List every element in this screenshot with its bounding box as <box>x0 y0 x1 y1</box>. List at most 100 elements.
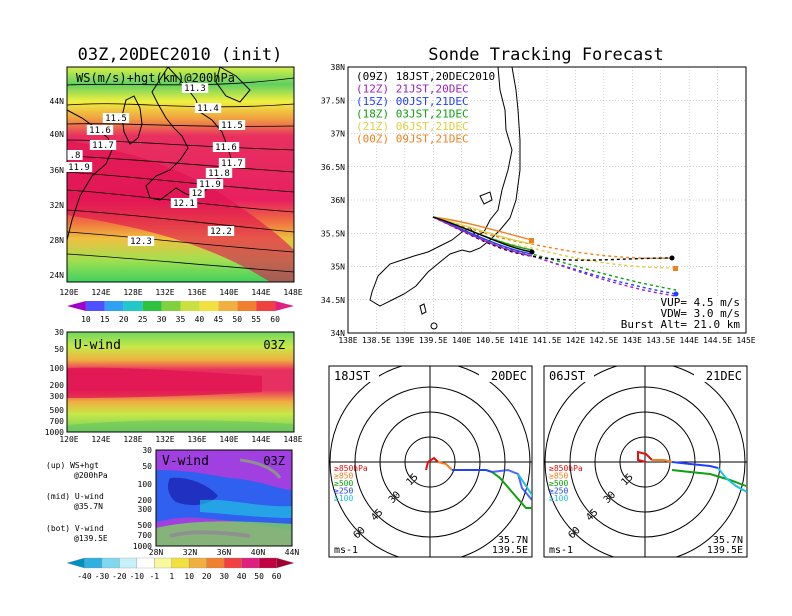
contour-label: 12 <box>192 189 203 199</box>
track-lat-label: 36.5N <box>321 163 345 172</box>
v-colorbar-swatch <box>154 557 172 569</box>
hodo-level: ≥850hPa <box>549 464 583 473</box>
track-legend-item: (21Z) 06JST,21DEC <box>356 120 469 133</box>
colorbar-label: 10 <box>81 315 91 324</box>
v-lat-label: 28N <box>149 548 164 557</box>
contour-label-bg <box>86 125 114 135</box>
track-param-bg <box>615 319 740 330</box>
hodo-loc: 139.5E <box>492 545 528 556</box>
hodograph-1 <box>328 365 533 558</box>
ws-lat-label: 24N <box>50 271 65 280</box>
contour-label: 11.8 <box>208 169 230 179</box>
v-colorbar-label: -1 <box>149 572 159 581</box>
colorbar-swatch <box>275 301 294 311</box>
contour-label-bg <box>102 113 130 123</box>
v-colorbar-swatch <box>84 557 103 569</box>
u-lon-label: 120E <box>59 435 78 444</box>
contour-label-bg <box>218 158 246 168</box>
track-lat-label: 34N <box>331 329 346 338</box>
u-p-label: 500 <box>50 406 65 415</box>
colorbar-swatch <box>67 301 86 311</box>
land-china <box>67 109 113 241</box>
v-colorbar-label: -30 <box>95 572 110 581</box>
u-panel-time: 03Z <box>263 338 285 352</box>
u-p-labels: 30 50 100 200 300 500 700 1000 <box>45 328 64 437</box>
note-line: @139.5E <box>74 534 108 543</box>
u-p-label: 200 <box>50 381 65 390</box>
left-title: 03Z,20DEC2010 (init) <box>78 45 283 65</box>
u-lon-label: 128E <box>123 435 142 444</box>
ws-lat-label: 44N <box>50 97 65 106</box>
v-colorbar-swatch <box>189 557 207 569</box>
contour-label: 11.9 <box>68 163 90 173</box>
u-lon-label: 144E <box>251 435 270 444</box>
u-p-label: 30 <box>54 328 64 337</box>
contour-label: 11.6 <box>89 126 111 136</box>
land-japan <box>145 67 233 201</box>
v-colorbar-label: 50 <box>254 572 264 581</box>
v-p-label: 1000 <box>133 542 152 551</box>
ws-lon-label: 120E <box>59 288 78 297</box>
track-lon-label: 141.5E <box>533 336 562 345</box>
contour-label-bg <box>194 103 222 113</box>
v-panel-label: V-wind <box>162 454 209 469</box>
v-colorbar: -40 -30 -20 -10 -1 1 10 20 30 40 50 60 <box>66 557 295 581</box>
contour-label: .8 <box>70 151 81 161</box>
contour-label: 11.5 <box>221 121 243 131</box>
colorbar-swatch <box>85 301 105 311</box>
hodo-date-bg <box>694 368 744 382</box>
hodo-level: ≥100 <box>334 494 353 503</box>
ws-lon-labels: 120E 124E 128E 132E 136E 140E 144E 148E <box>59 288 302 297</box>
track-lon-label: 143.5E <box>646 336 675 345</box>
contour-label: 11.5 <box>105 114 127 124</box>
note-line: @35.7N <box>74 502 103 511</box>
v-colorbar-swatch <box>171 557 190 569</box>
v-p-label: 100 <box>138 480 153 489</box>
island-3 <box>430 322 438 330</box>
colorbar-label: 45 <box>214 315 224 324</box>
contour-label: 12.1 <box>173 199 195 209</box>
track-lon-label: 139E <box>395 336 414 345</box>
hodo-date: 20DEC <box>491 369 527 383</box>
hodograph-2 <box>543 365 748 558</box>
track-coastline <box>369 67 521 307</box>
colorbar-label: 25 <box>138 315 148 324</box>
u-p-label: 700 <box>50 417 65 426</box>
colorbar-label: 55 <box>251 315 261 324</box>
colorbar-swatch <box>199 301 219 311</box>
track-lat-label: 36N <box>331 196 346 205</box>
hodo-loc: 35.7N <box>713 535 743 546</box>
colorbar-swatch <box>256 301 276 311</box>
track-lon-label: 139.5E <box>419 336 448 345</box>
v-lat-label: 40N <box>251 548 266 557</box>
v-colorbar-swatch <box>101 557 120 569</box>
ws-panel: WS(m/s)+hgt(km)@200hPa 11.311.411.511.51… <box>50 66 303 324</box>
contour-label-bg <box>67 150 83 160</box>
hodo-level: ≥850 <box>334 472 353 481</box>
u-lon-label: 124E <box>91 435 110 444</box>
colorbar-swatch <box>142 301 162 311</box>
hodo-level: ≥850 <box>549 472 568 481</box>
contour-label-bg <box>189 188 205 198</box>
hodo-time-bg <box>331 368 379 382</box>
u-lon-label: 148E <box>283 435 302 444</box>
hodo-level: ≥500 <box>334 479 353 488</box>
v-lat-label: 36N <box>217 548 232 557</box>
tracks <box>432 216 677 297</box>
colorbar-label: 60 <box>270 315 280 324</box>
ws-lat-label: 40N <box>50 130 65 139</box>
v-colorbar-label: 1 <box>169 572 174 581</box>
u-lon-label: 140E <box>219 435 238 444</box>
contour-label: 12.2 <box>210 227 232 237</box>
ws-lat-label: 32N <box>50 201 65 210</box>
v-colorbar-swatch <box>241 557 260 569</box>
contour-label: 11.6 <box>215 143 237 153</box>
track-legend-item: (00Z) 09JST,21DEC <box>356 133 469 146</box>
v-panel-time: 03Z <box>263 454 285 468</box>
v-colorbar-swatch <box>258 557 277 569</box>
ws-contour-labels: 11.311.411.511.511.611.611.711.711.811.9… <box>65 83 246 247</box>
v-colorbar-label: 40 <box>237 572 247 581</box>
note-line: @200hPa <box>74 471 108 480</box>
